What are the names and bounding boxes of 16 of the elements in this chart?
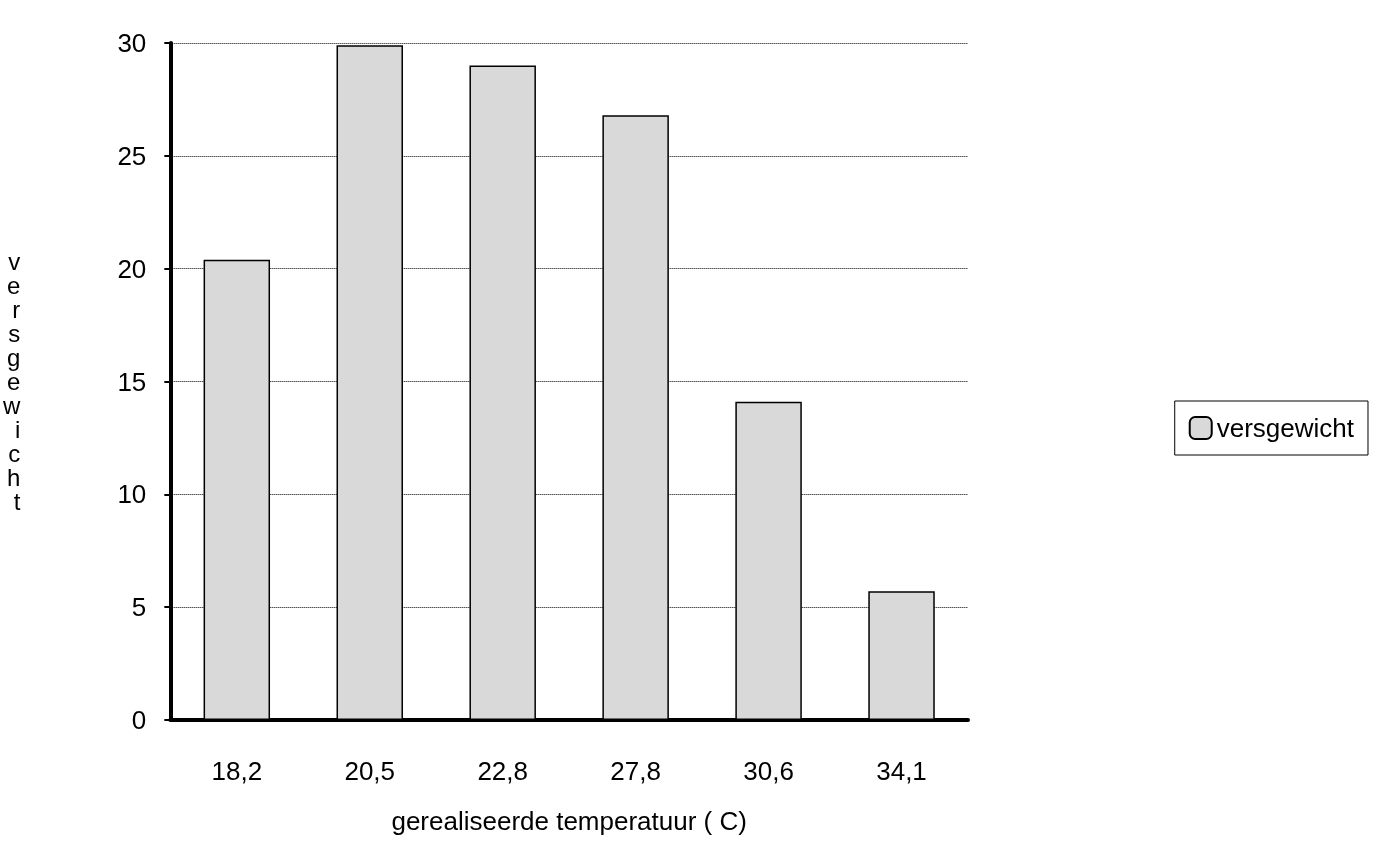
y-tick-label: 5: [131, 592, 147, 623]
x-tick-label: 27,8: [610, 756, 661, 786]
y-tick-label: 0: [131, 705, 147, 735]
x-tick-label: 18,2: [211, 756, 263, 786]
y-tick-label: 10: [117, 479, 147, 510]
y-tick-label: 15: [117, 366, 147, 397]
y-tick-label: 20: [117, 253, 147, 284]
text: versgewicht: [2, 248, 21, 515]
x-axis-title: gerealiseerde temperatuur ( C): [391, 806, 747, 836]
legend-label: versgewicht: [1216, 413, 1355, 443]
y-tick-label: 25: [117, 140, 147, 171]
x-tick-label: 20,5: [344, 756, 396, 786]
x-tick-label: 34,1: [876, 756, 927, 786]
y-tick-label: 30: [117, 28, 147, 58]
x-tick-label: 22,8: [477, 756, 528, 786]
x-tick-label: 30,6: [743, 756, 794, 786]
